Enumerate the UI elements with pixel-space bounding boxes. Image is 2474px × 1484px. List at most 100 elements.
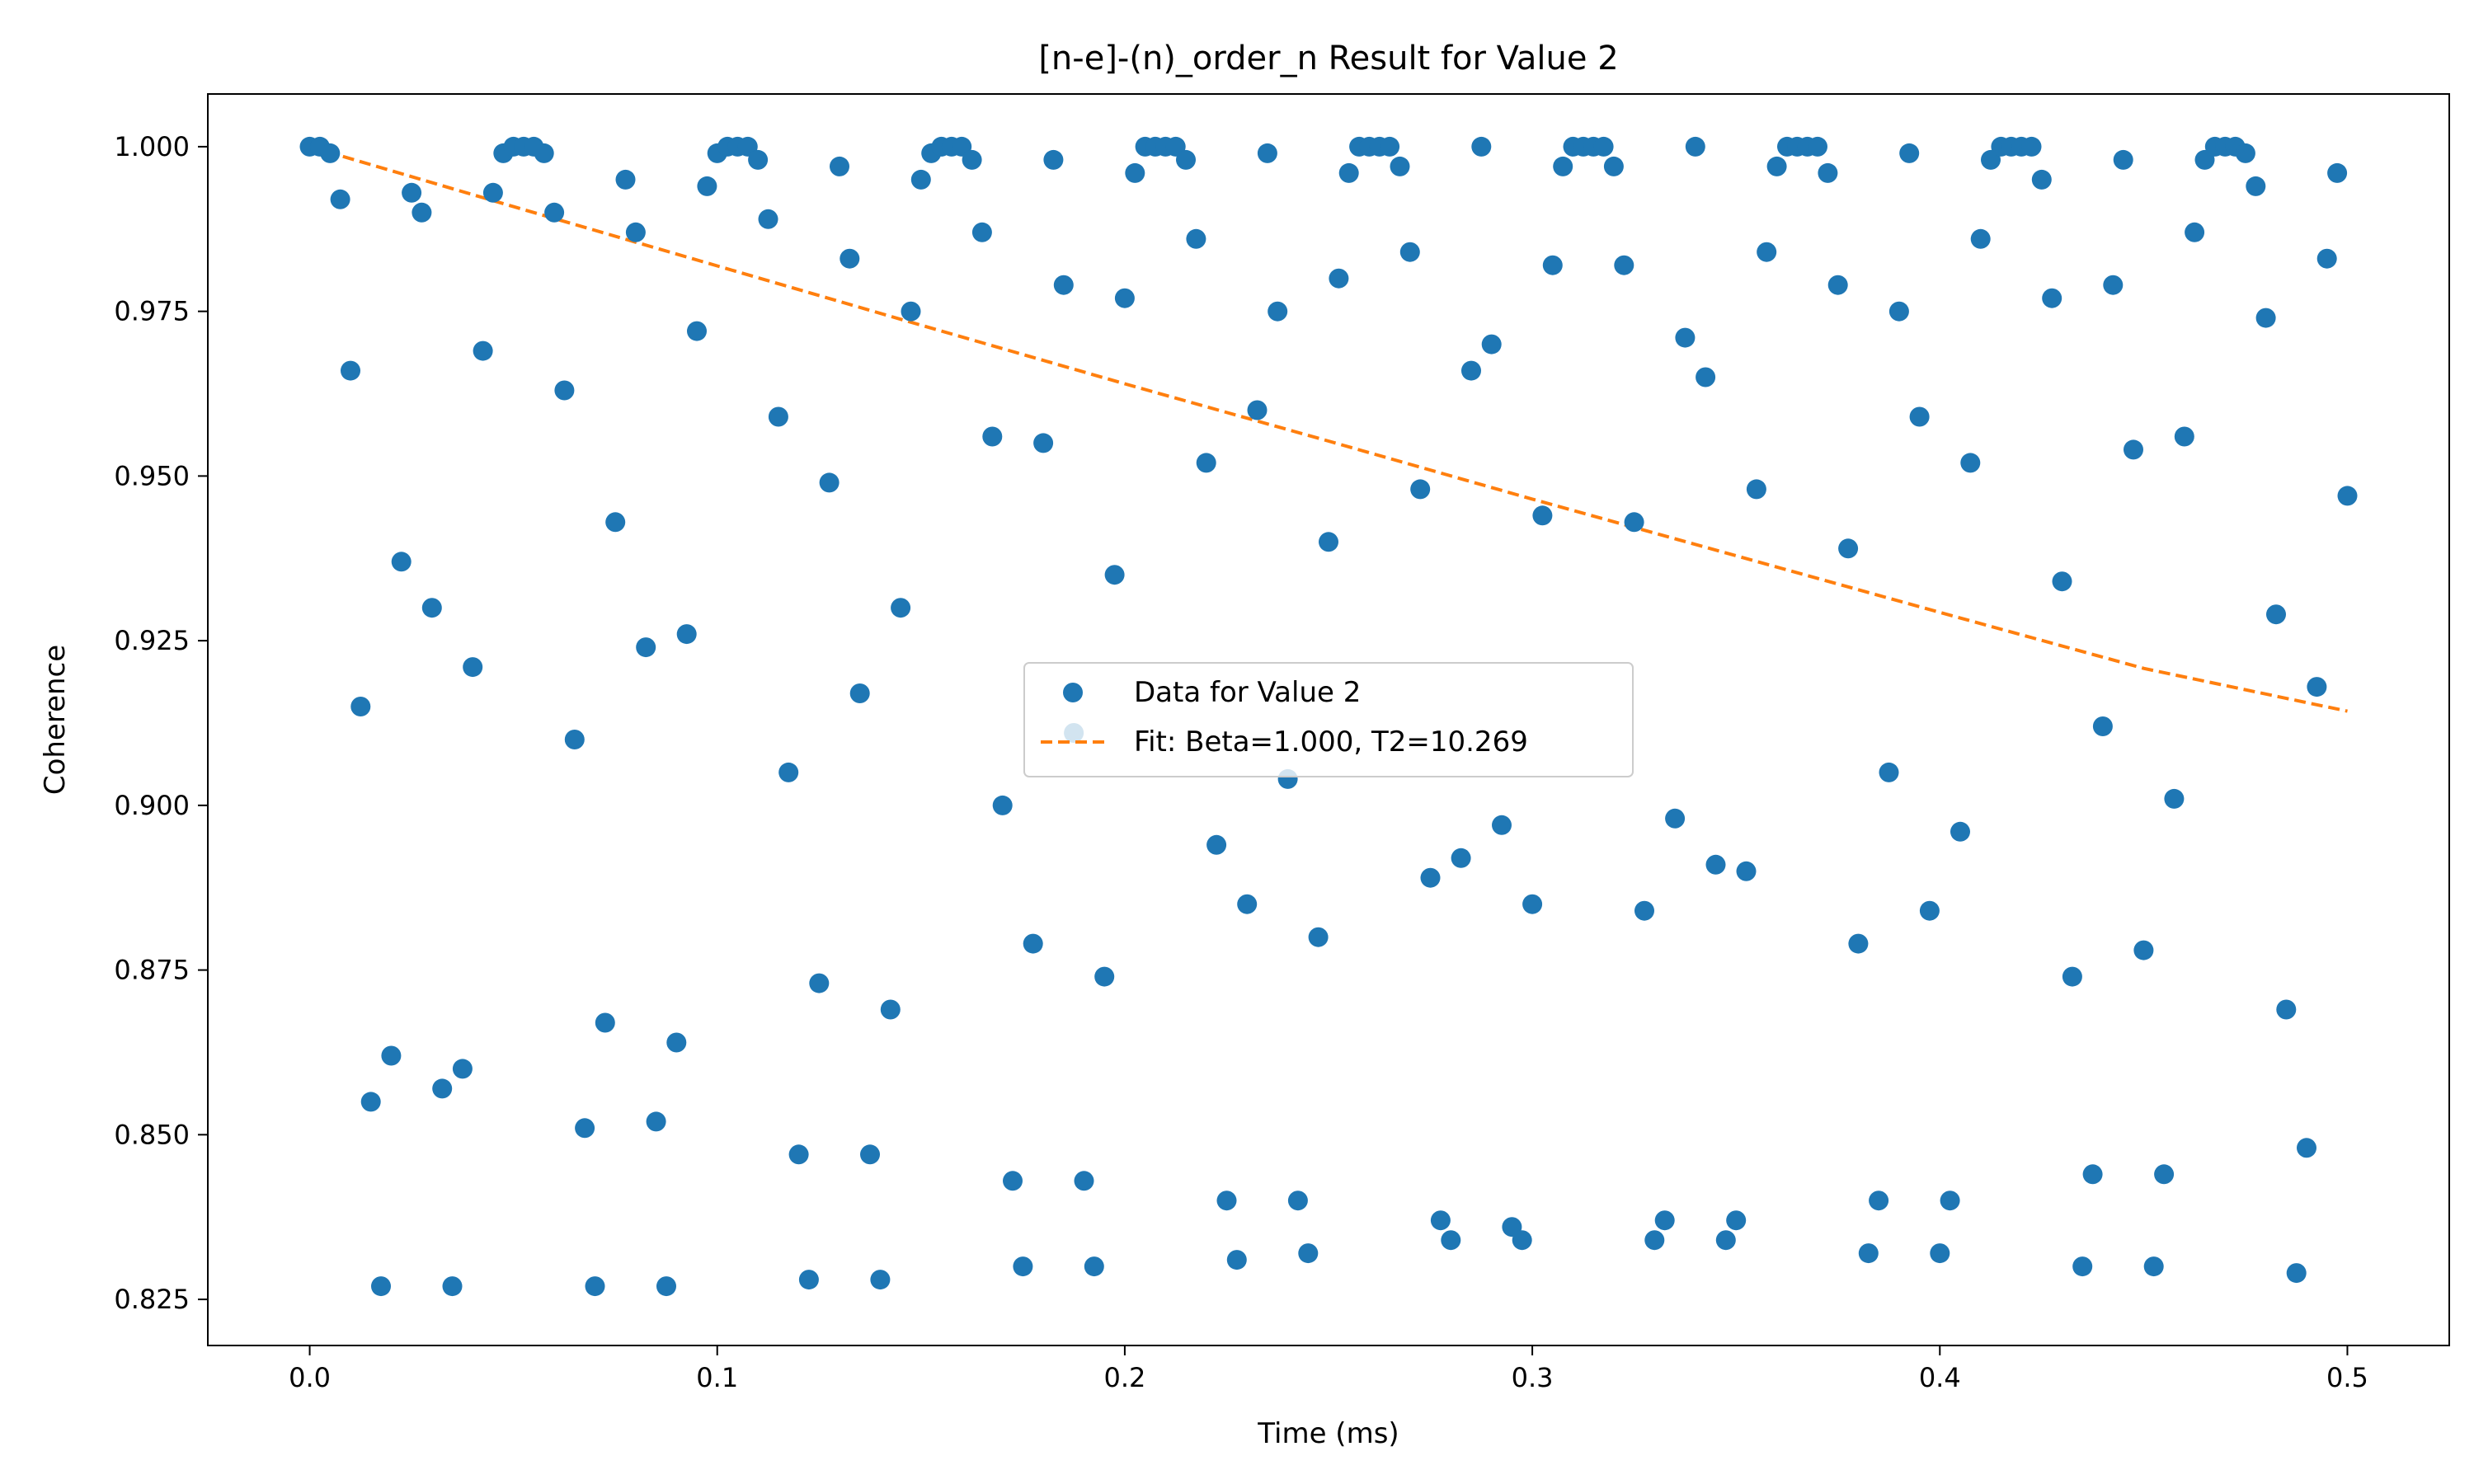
data-point	[1827, 275, 1848, 295]
data-point	[360, 1092, 381, 1112]
data-point	[1685, 136, 1705, 157]
data-point	[1808, 136, 1827, 157]
data-point	[1940, 1190, 1960, 1211]
data-point	[1287, 1190, 1308, 1211]
data-point	[748, 149, 769, 170]
data-point	[381, 1045, 402, 1066]
data-point	[901, 301, 921, 322]
data-point	[1268, 301, 1288, 322]
data-point	[1186, 228, 1206, 249]
data-point	[2062, 966, 2082, 987]
data-point	[442, 1276, 463, 1297]
data-point	[595, 1012, 615, 1033]
x-axis-label: Time (ms)	[1257, 1417, 1399, 1450]
data-point	[1899, 143, 1920, 163]
y-tick-label: 0.925	[114, 625, 190, 656]
y-axis-label: Coherence	[39, 645, 72, 795]
data-point	[2103, 275, 2124, 295]
data-point	[1094, 966, 1115, 987]
data-point	[391, 552, 412, 572]
data-point	[1766, 156, 1787, 176]
data-point	[809, 973, 830, 993]
data-point	[1308, 927, 1329, 947]
data-point	[341, 360, 360, 381]
data-point	[625, 222, 646, 242]
data-point	[1888, 301, 1909, 322]
data-point	[1043, 149, 1064, 170]
data-point	[1818, 162, 1838, 183]
data-point	[564, 730, 585, 749]
data-point	[473, 340, 493, 361]
data-point	[544, 202, 565, 223]
data-point	[1084, 1256, 1104, 1277]
data-point	[1125, 162, 1145, 183]
data-point	[1614, 255, 1634, 275]
data-point	[585, 1276, 605, 1297]
data-point	[1430, 1210, 1451, 1231]
data-point	[371, 1276, 391, 1297]
legend-label-scatter: Data for Value 2	[1134, 676, 1361, 709]
data-point	[2337, 486, 2358, 506]
data-point	[1380, 136, 1400, 157]
data-point	[1226, 1250, 1247, 1270]
data-point	[1838, 538, 1859, 559]
data-point	[2133, 940, 2154, 960]
data-point	[840, 248, 860, 269]
data-point	[1023, 933, 1043, 954]
data-point	[1848, 933, 1869, 954]
x-axis: 0.0 0.1 0.2 0.3 0.4 0.5	[289, 1345, 2368, 1393]
data-point	[1247, 400, 1268, 420]
data-point	[1104, 565, 1125, 585]
data-point	[758, 209, 778, 229]
data-point	[798, 1270, 819, 1290]
data-point	[1970, 228, 1991, 249]
data-point	[350, 697, 371, 716]
data-point	[992, 795, 1013, 815]
data-point	[554, 380, 575, 401]
data-point	[2297, 1138, 2316, 1158]
data-point	[819, 472, 840, 493]
data-point	[463, 657, 483, 678]
y-tick-label: 0.825	[114, 1284, 190, 1315]
data-point	[1492, 815, 1512, 835]
data-point	[2143, 1256, 2164, 1277]
data-point	[910, 169, 931, 190]
data-point	[1176, 149, 1196, 170]
data-point	[778, 762, 799, 782]
data-point	[1624, 512, 1644, 533]
x-tick-label: 0.4	[1919, 1362, 1961, 1393]
data-point	[1196, 453, 1216, 473]
y-tick-label: 0.850	[114, 1119, 190, 1150]
data-point	[1593, 136, 1614, 157]
data-point	[1399, 242, 1420, 262]
data-point	[1512, 1230, 1532, 1251]
data-point	[2021, 136, 2042, 157]
data-point	[2042, 288, 2062, 308]
data-point	[452, 1059, 473, 1079]
x-tick-label: 0.5	[2326, 1362, 2368, 1393]
y-tick-label: 0.950	[114, 460, 190, 491]
data-point	[2174, 426, 2194, 447]
data-point	[1879, 762, 1899, 782]
data-point	[2276, 999, 2297, 1020]
data-point	[1013, 1256, 1033, 1277]
data-point	[636, 637, 656, 658]
data-point	[1919, 900, 1940, 921]
data-point	[2092, 716, 2113, 736]
data-point	[2082, 1164, 2103, 1185]
data-point	[1410, 479, 1431, 500]
data-point	[2031, 169, 2052, 190]
data-point	[1114, 288, 1135, 308]
data-point	[880, 999, 901, 1020]
data-point	[697, 176, 717, 196]
data-point	[1746, 479, 1766, 500]
data-point	[656, 1276, 676, 1297]
plot-frame	[207, 93, 2450, 1346]
y-tick-label: 1.000	[114, 131, 190, 162]
data-point	[1216, 1190, 1237, 1211]
data-point	[1206, 834, 1227, 855]
y-tick-label: 0.900	[114, 790, 190, 821]
data-point	[666, 1032, 687, 1053]
data-point	[962, 149, 982, 170]
data-point	[2255, 308, 2276, 328]
